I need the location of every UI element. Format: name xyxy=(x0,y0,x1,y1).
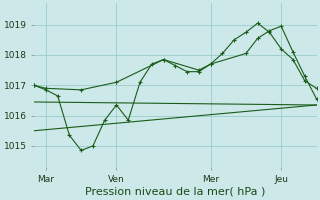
X-axis label: Pression niveau de la mer( hPa ): Pression niveau de la mer( hPa ) xyxy=(85,187,266,197)
